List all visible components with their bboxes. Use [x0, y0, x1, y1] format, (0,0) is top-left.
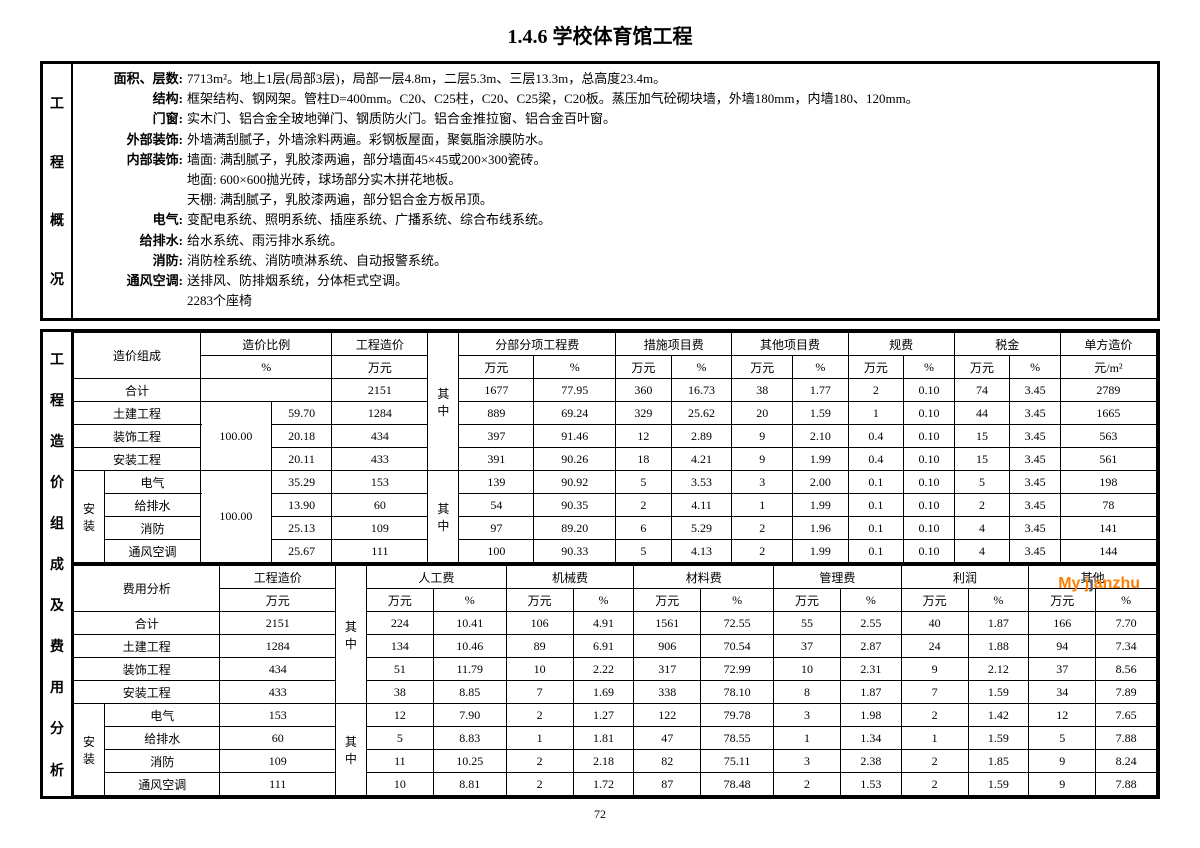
page-title: 1.4.6 学校体育馆工程 — [40, 20, 1160, 49]
overview-side-label: 工程概况 — [43, 64, 73, 318]
overview-body: 面积、层数:7713m²。地上1层(局部3层)，局部一层4.8m，二层5.3m、… — [73, 64, 1157, 318]
fee-analysis-table: 费用分析 工程造价 其中 人工费 机械费 材料费 管理费 利润 其他 万元 万元… — [73, 563, 1157, 796]
overview-box: 工程概况 面积、层数:7713m²。地上1层(局部3层)，局部一层4.8m，二层… — [40, 61, 1160, 321]
page-number: 72 — [40, 807, 1160, 822]
analysis-box: 工程造价组成及费用分析 造价组成 造价比例 工程造价 其中 分部分项工程费 措施… — [40, 329, 1160, 799]
cost-composition-table: 造价组成 造价比例 工程造价 其中 分部分项工程费 措施项目费 其他项目费 规费… — [73, 332, 1157, 563]
watermark: My jjanzhu — [1058, 575, 1140, 593]
analysis-side-label: 工程造价组成及费用分析 — [43, 332, 73, 796]
